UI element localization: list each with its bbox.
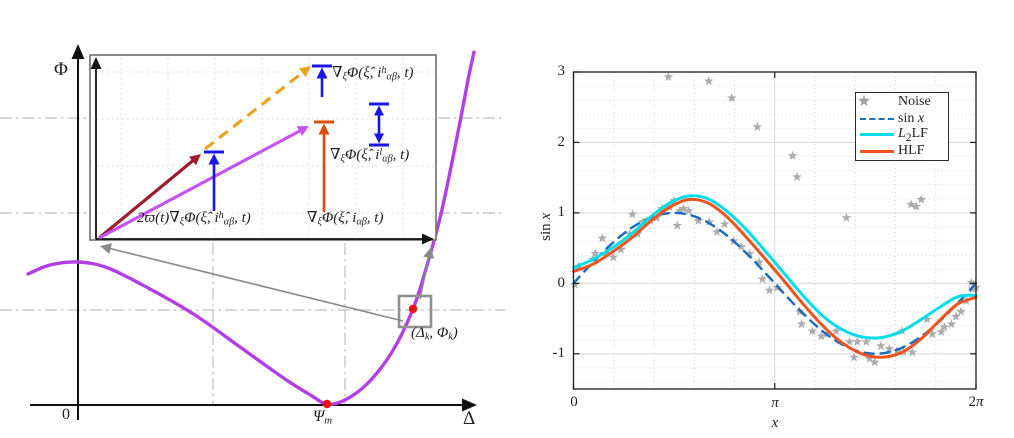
legend-label-noise: Noise — [898, 94, 931, 110]
xtick-pi: π — [771, 395, 779, 411]
right-sine-fit-plot: 3 2 1 0 -1 0 π 2π x sin x Noise sin x — [507, 0, 1014, 438]
legend-row-sinx: sin x — [856, 110, 948, 126]
l2lf-line-icon — [856, 133, 898, 137]
dark-red-gradient-arrow — [97, 154, 201, 240]
violet-average-gradient-arrow — [98, 126, 309, 240]
inset-grad-high-label: ∇ξ̂Φ(ξ̂, ihαβ, t) — [332, 65, 414, 83]
orange-cap-arrow — [314, 120, 334, 212]
noise-star-glyph — [857, 94, 871, 107]
psi-m-point — [322, 399, 332, 409]
potential-curve — [26, 50, 476, 406]
origin-tick-label: 0 — [62, 406, 70, 423]
l2lf-curve — [572, 194, 978, 340]
delta-axis-label: Δ — [463, 408, 476, 429]
sinx-dashed-line-icon — [856, 117, 898, 120]
delta-k-point — [408, 304, 418, 314]
ytick-2: 2 — [557, 134, 566, 150]
x-axis-label: x — [771, 415, 779, 431]
psi-m-label: Ψm — [313, 408, 333, 427]
legend-row-hlf: HLF — [856, 143, 948, 159]
phi-axis-label: Φ — [54, 59, 68, 80]
blue-cap-arrow-high — [312, 64, 332, 97]
axis-ticks — [572, 71, 977, 389]
left-dashdot-gridlines — [0, 117, 505, 404]
left-diagram-canvas — [0, 44, 505, 420]
zoom-box — [397, 294, 433, 329]
xtick-0: 0 — [570, 394, 578, 410]
zoom-connector-arrow — [419, 247, 435, 300]
hlf-line-icon — [856, 149, 898, 153]
inset-grad-avg-label: ∇ξ̂Φ(ξ̂, iαβ, t) — [307, 210, 384, 228]
ytick-neg1: -1 — [552, 345, 566, 361]
inset-grad-scaled-label: 2ϖ(t)∇ξ̂Φ(ξ̂, ihαβ, t) — [137, 210, 251, 228]
hlf-curve — [572, 197, 978, 359]
legend-row-noise: Noise — [856, 94, 948, 110]
ytick-3: 3 — [557, 63, 566, 79]
legend: Noise sin x L2LF HLF — [855, 92, 949, 161]
inset-dotted-grid — [92, 58, 434, 238]
left-potential-diagram: Φ Δ 0 Ψm (Δk, Φk) ∇ξ̂Φ(ξ̂, ihαβ, t) ∇ξ̂Φ… — [0, 44, 505, 429]
y-axis-label: sin x — [538, 212, 555, 241]
legend-label-l2lf: L2LF — [898, 126, 928, 144]
major-grid — [573, 72, 976, 389]
sinx-curve — [572, 211, 978, 356]
left-axes — [30, 57, 464, 420]
blue-double-arrow — [369, 102, 389, 147]
inset-grad-low-label: ∇ξ̂Φ(ξ̂, ilαβ, t) — [330, 147, 410, 165]
ytick-1: 1 — [557, 204, 566, 220]
legend-row-l2lf: L2LF — [856, 126, 948, 144]
inset-box — [89, 54, 437, 241]
legend-label-hlf: HLF — [898, 143, 925, 159]
ytick-0: 0 — [557, 275, 566, 291]
legend-label-sinx: sin x — [898, 110, 925, 126]
gold-dashed-extension-arrow — [204, 66, 311, 151]
zoom-connector-arrow — [100, 243, 404, 322]
xtick-2pi: 2π — [968, 394, 984, 410]
right-plot-canvas — [570, 71, 981, 390]
inset-axes — [95, 68, 424, 240]
blue-cap-arrow-low — [204, 150, 224, 211]
sample-point-label: (Δk, Φk) — [411, 325, 458, 343]
